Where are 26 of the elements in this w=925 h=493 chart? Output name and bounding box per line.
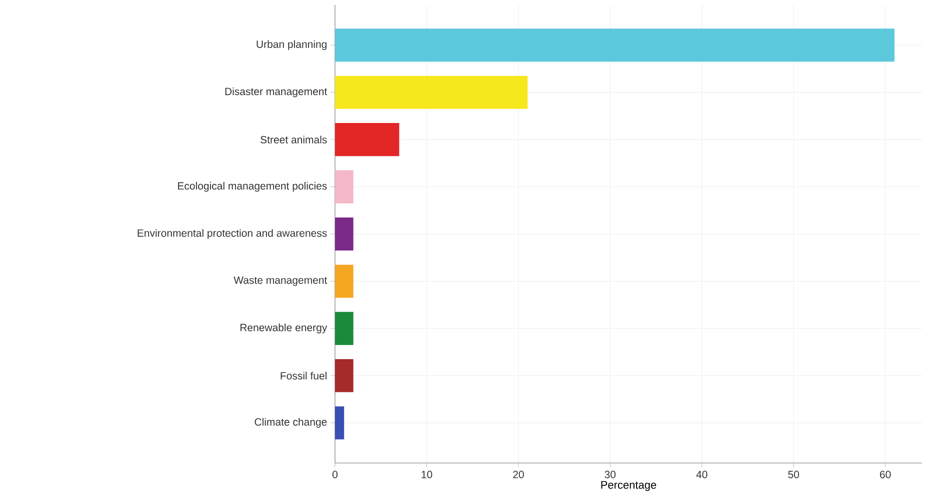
x-axis-title: Percentage [601,481,656,491]
bar [335,123,400,156]
bar [335,264,354,298]
bar [335,28,894,62]
y-tick-label: Environmental protection and awareness [138,229,327,239]
y-tick-label: Renewable energy [240,324,328,334]
bar [335,406,344,440]
x-tick-label: 0 [332,470,338,478]
x-tick-label: 50 [788,470,800,478]
y-tick-label: Urban planning [256,40,326,50]
y-tick-label: Ecological management policies [178,182,327,192]
bar [335,170,354,204]
bar [335,217,354,251]
x-tick-label: 30 [604,470,616,478]
bar [335,359,354,392]
y-tick-label: Climate change [254,418,327,428]
y-tick-label: Disaster management [225,87,328,98]
bar [335,76,528,109]
x-tick-label: 20 [513,470,524,478]
x-tick-label: 10 [422,470,432,478]
y-tick-label: Fossil fuel [280,372,326,380]
x-tick-label: 60 [880,470,891,478]
y-tick-label: Waste management [234,276,328,286]
bar [335,312,354,345]
y-tick-label: Street animals [260,136,327,144]
x-tick-label: 40 [696,470,708,478]
